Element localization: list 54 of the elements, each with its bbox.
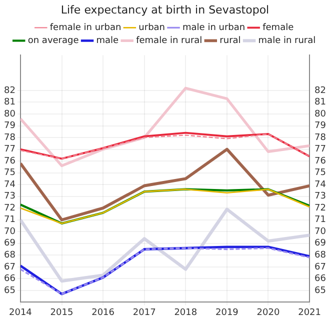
y-tick-label: 76 <box>4 156 16 166</box>
y-tick-label: 68 <box>4 250 16 260</box>
y-tick-label: 67 <box>4 262 16 272</box>
x-tick-label: 2014 <box>9 308 32 318</box>
y2-tick-label: 80 <box>314 109 326 120</box>
y-tick-label: 66 <box>4 274 16 284</box>
y-tick-label: 73 <box>4 192 16 202</box>
y2-tick-label: 69 <box>314 238 326 249</box>
y2-tick-label: 76 <box>314 156 326 166</box>
y2-tick-label: 77 <box>314 144 326 155</box>
y-tick-label: 79 <box>4 121 16 132</box>
x-tick-label: 2015 <box>50 308 74 318</box>
y-tick-label: 72 <box>4 203 16 214</box>
y2-tick-label: 78 <box>314 132 326 143</box>
y2-tick-label: 75 <box>314 168 326 178</box>
y-tick-label: 75 <box>4 168 16 178</box>
y2-tick-label: 82 <box>314 86 326 96</box>
y2-tick-label: 73 <box>314 192 326 202</box>
x-tick-label: 2019 <box>215 308 239 318</box>
legend-label: female in urban <box>50 23 122 34</box>
y2-tick-label: 66 <box>314 274 326 284</box>
y-tick-label: 78 <box>4 132 16 143</box>
y-tick-label: 71 <box>4 215 16 226</box>
legend-label: urban <box>138 23 166 34</box>
legend-label: male in urban <box>182 23 246 34</box>
y2-tick-label: 71 <box>314 215 326 226</box>
y-tick-label: 81 <box>4 98 16 108</box>
y2-tick-label: 67 <box>314 262 326 272</box>
y-tick-label: 82 <box>4 86 16 96</box>
x-tick-label: 2017 <box>132 308 156 318</box>
x-tick-label: 2016 <box>92 308 115 318</box>
y2-tick-label: 70 <box>314 226 326 237</box>
legend-label: female in rural <box>136 36 202 46</box>
y2-tick-label: 74 <box>314 180 326 190</box>
y-tick-label: 69 <box>4 238 16 249</box>
y2-tick-label: 79 <box>314 121 326 132</box>
y2-tick-label: 81 <box>314 98 326 108</box>
y-tick-label: 77 <box>4 144 16 155</box>
legend-label: on average <box>28 36 80 46</box>
y2-tick-label: 68 <box>314 250 326 260</box>
y-tick-label: 65 <box>4 286 16 296</box>
y-tick-label: 80 <box>4 109 16 120</box>
y-tick-label: 74 <box>4 180 16 190</box>
legend-label: male <box>96 36 120 46</box>
legend-label: female <box>262 23 294 34</box>
y-tick-label: 70 <box>4 226 16 237</box>
chart-title: Life expectancy at birth in Sevastopol <box>60 3 270 16</box>
x-tick-label: 2018 <box>174 308 198 318</box>
y2-tick-label: 65 <box>314 286 326 296</box>
legend-label: rural <box>220 36 241 46</box>
x-tick-label: 2020 <box>256 308 280 318</box>
y2-tick-label: 72 <box>314 203 326 214</box>
x-tick-label: 2021 <box>298 308 321 318</box>
legend-label: male in rural <box>258 36 316 46</box>
